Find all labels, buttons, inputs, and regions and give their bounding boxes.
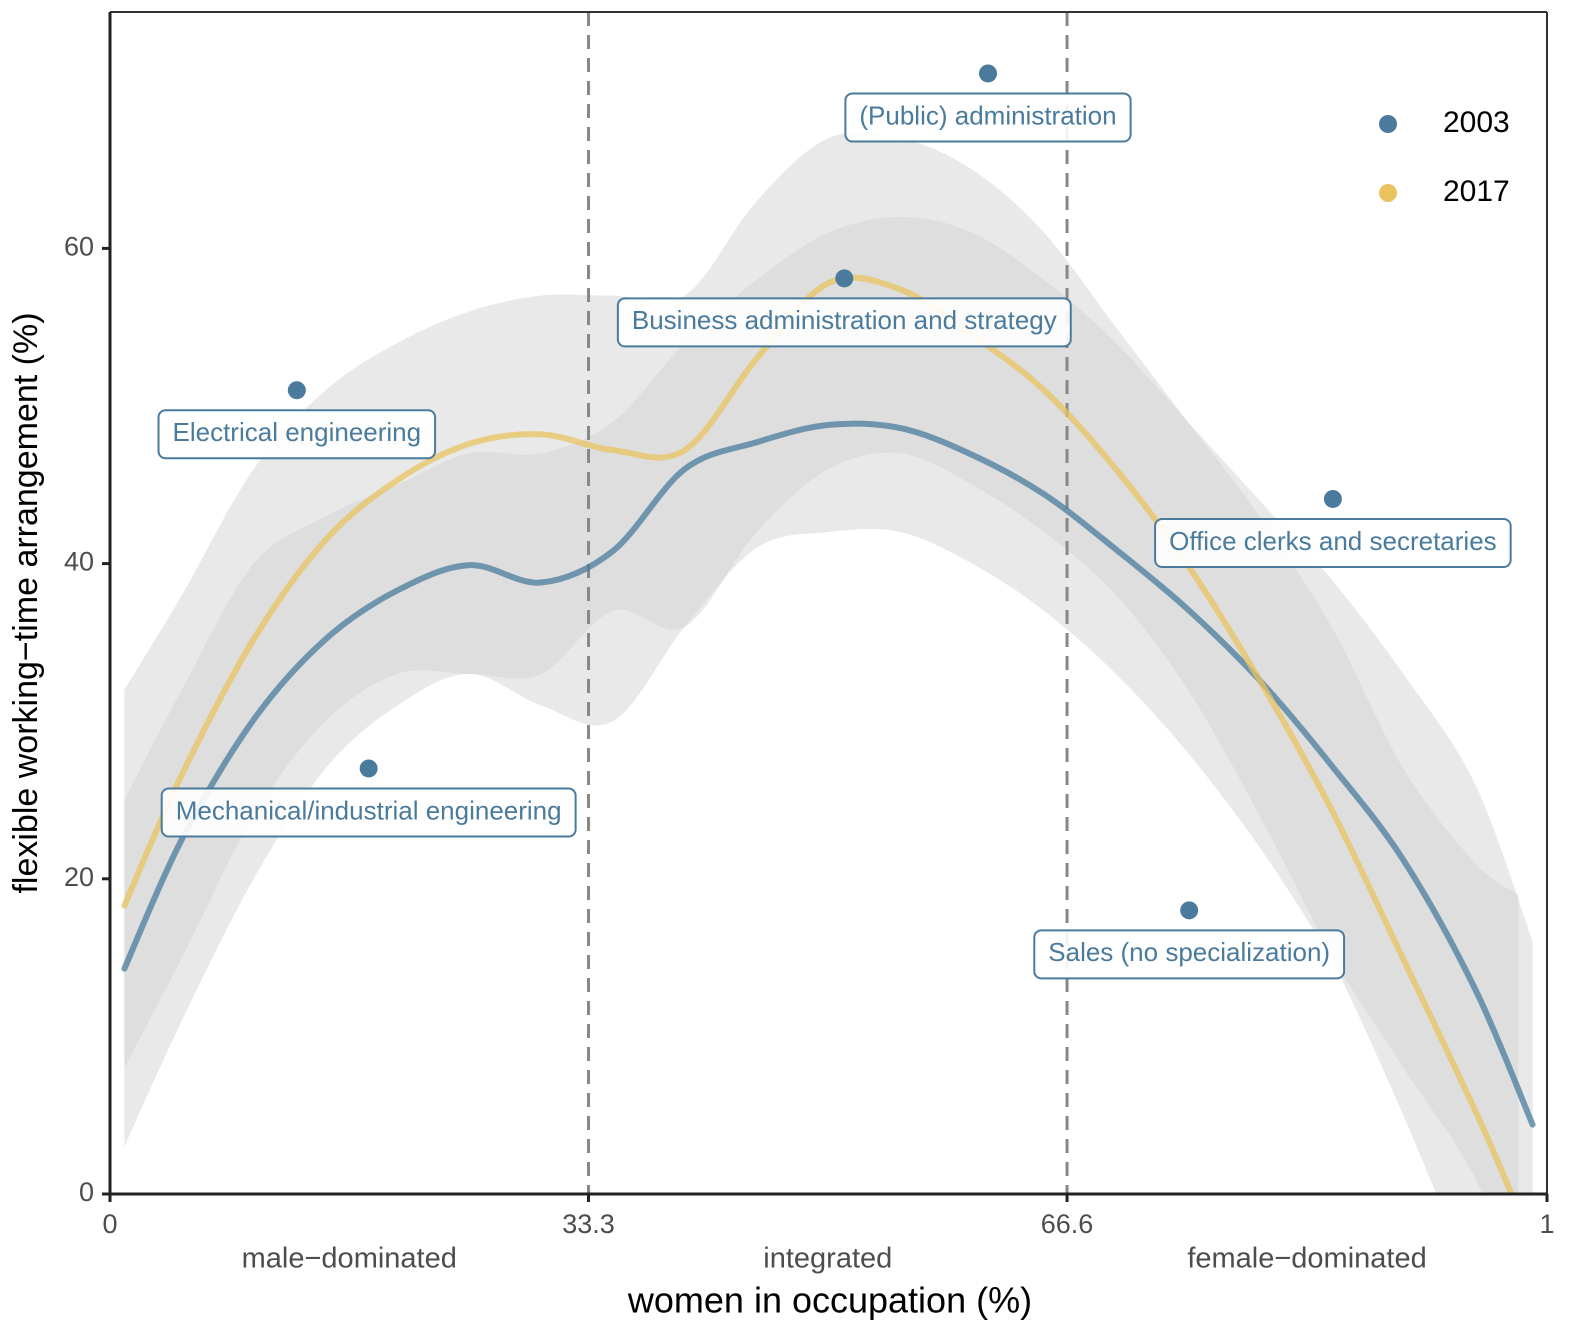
data-point xyxy=(979,64,998,83)
point-label: Office clerks and secretaries xyxy=(1154,517,1512,568)
data-point xyxy=(359,759,378,778)
point-label: Mechanical/industrial engineering xyxy=(160,787,577,838)
y-tick-label: 20 xyxy=(64,862,94,892)
label-box xyxy=(616,297,1072,348)
y-axis-title: flexible working−time arrangement (%) xyxy=(7,312,45,893)
label-text: Electrical engineering xyxy=(173,417,422,447)
label-text: Office clerks and secretaries xyxy=(1169,526,1497,556)
label-box xyxy=(1154,517,1512,568)
x-tick-label: 0 xyxy=(102,1209,117,1239)
x-tick-label: 1 xyxy=(1539,1209,1554,1239)
y-tick-label: 60 xyxy=(64,232,94,262)
label-box xyxy=(157,409,437,460)
y-tick-label: 0 xyxy=(79,1177,94,1207)
point-label: Electrical engineering xyxy=(157,409,437,460)
legend-swatch xyxy=(1379,184,1397,202)
confidence-band xyxy=(124,132,1519,1194)
label-box xyxy=(844,92,1132,143)
legend-label: 2003 xyxy=(1443,106,1510,139)
point-label: Business administration and strategy xyxy=(616,297,1072,348)
data-point xyxy=(835,269,854,288)
label-box xyxy=(160,787,577,838)
label-text: Mechanical/industrial engineering xyxy=(176,795,562,825)
label-text: (Public) administration xyxy=(859,100,1116,130)
label-text: Sales (no specialization) xyxy=(1048,937,1330,967)
legend-swatch xyxy=(1379,115,1397,133)
region-label: female−dominated xyxy=(1187,1243,1426,1275)
point-label: (Public) administration xyxy=(844,92,1132,143)
x-axis-title: women in occupation (%) xyxy=(627,1280,1032,1321)
trend-line xyxy=(121,420,1536,1128)
region-label: male−dominated xyxy=(242,1243,457,1275)
y-tick-label: 40 xyxy=(64,547,94,577)
point-label: Sales (no specialization) xyxy=(1033,929,1346,980)
data-point xyxy=(1323,489,1342,508)
legend-label: 2017 xyxy=(1443,175,1510,208)
label-box xyxy=(1033,929,1346,980)
data-point xyxy=(287,381,306,400)
x-tick-label: 66.6 xyxy=(1041,1209,1094,1239)
data-point xyxy=(1180,901,1199,920)
plot-area xyxy=(121,12,1536,1194)
region-label: integrated xyxy=(763,1243,892,1275)
x-tick-label: 33.3 xyxy=(562,1209,615,1239)
label-text: Business administration and strategy xyxy=(632,305,1057,335)
